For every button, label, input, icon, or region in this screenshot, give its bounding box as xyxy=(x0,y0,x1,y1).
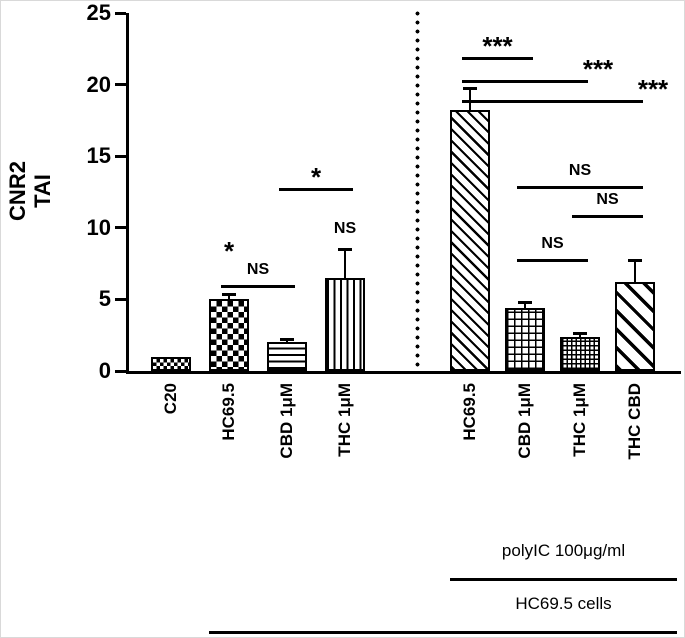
significance-line xyxy=(221,285,295,289)
bottom-bracket-line xyxy=(450,578,677,581)
error-bar-cap xyxy=(338,247,352,251)
y-axis-tick xyxy=(115,226,126,230)
y-axis-tick xyxy=(115,83,126,87)
x-axis-label-thc-1-m: THC 1μM xyxy=(335,383,354,457)
y-axis-tick-label: 20 xyxy=(86,71,111,97)
group-separator-dotted-line xyxy=(415,9,420,373)
bar-cbd-1-m xyxy=(505,307,545,371)
bar-hc69-5 xyxy=(209,299,249,371)
y-axis-tick xyxy=(115,297,126,301)
significance-line xyxy=(462,80,588,84)
error-bar xyxy=(524,302,526,308)
bar-c20 xyxy=(151,356,191,371)
y-axis-tick-label: 5 xyxy=(98,286,111,312)
bar-thc-1-m xyxy=(325,277,365,371)
bar-thc-cbd xyxy=(615,282,655,371)
error-bar-cap xyxy=(628,259,642,263)
x-axis-label-c20: C20 xyxy=(161,383,180,415)
x-axis-label-thc-1-m: THC 1μM xyxy=(570,383,589,457)
significance-label: * xyxy=(310,161,322,192)
y-axis-tick-label: 25 xyxy=(86,0,111,25)
error-bar-cap xyxy=(222,292,236,296)
bottom-bracket-label: polyIC 100μg/ml xyxy=(501,541,626,560)
significance-line xyxy=(572,214,643,218)
significance-label: NS xyxy=(541,235,564,253)
significance-line xyxy=(279,187,353,191)
significance-line xyxy=(462,57,533,61)
significance-label: * xyxy=(223,236,235,267)
significance-label: NS xyxy=(333,219,357,237)
error-bar xyxy=(634,260,636,283)
x-axis-label-cbd-1-m: CBD 1μM xyxy=(277,383,296,459)
bar-hc69-5 xyxy=(450,110,490,371)
bottom-bracket-line xyxy=(209,631,677,634)
error-bar xyxy=(469,88,471,111)
error-bar-cap xyxy=(518,301,532,305)
bar-cbd-1-m xyxy=(267,342,307,371)
error-bar xyxy=(228,294,230,300)
significance-label: *** xyxy=(582,54,614,85)
x-axis-label-hc69-5: HC69.5 xyxy=(219,383,238,441)
y-axis-tick-label: 15 xyxy=(86,143,111,169)
y-axis-tick-label: 0 xyxy=(98,358,111,383)
y-axis-tick xyxy=(115,154,126,158)
significance-label: *** xyxy=(482,31,513,62)
x-axis-label-thc-cbd: THC CBD xyxy=(625,383,644,460)
significance-label: *** xyxy=(637,74,669,105)
significance-label: NS xyxy=(596,190,619,208)
error-bar-cap xyxy=(280,337,294,341)
bar-thc-1-m xyxy=(560,336,600,371)
y-axis-title-line-2: TAI xyxy=(30,174,55,208)
error-bar xyxy=(344,249,346,278)
y-axis-tick xyxy=(115,369,126,373)
significance-line xyxy=(517,259,588,263)
significance-line xyxy=(462,100,643,104)
x-axis-label-cbd-1-m: CBD 1μM xyxy=(515,383,534,459)
significance-line xyxy=(517,186,643,190)
y-axis-title-text: CNR2 TAI xyxy=(5,161,55,221)
y-axis-title: CNR2 TAI xyxy=(3,106,57,276)
significance-label: NS xyxy=(568,162,592,180)
x-axis-label-hc69-5: HC69.5 xyxy=(460,383,479,441)
error-bar-cap xyxy=(463,87,477,91)
significance-label: NS xyxy=(246,261,270,279)
error-bar-cap xyxy=(573,332,587,336)
plot-area: 0 5 10 15 20 25 C20 HC69.5 CBD 1μM THC 1μM HC69.5 C… xyxy=(87,1,681,634)
bottom-bracket-label: HC69.5 cells xyxy=(515,594,612,613)
y-axis-tick xyxy=(115,11,126,15)
y-axis-title-line-1: CNR2 xyxy=(5,161,30,221)
y-axis-tick-label: 10 xyxy=(86,214,111,240)
